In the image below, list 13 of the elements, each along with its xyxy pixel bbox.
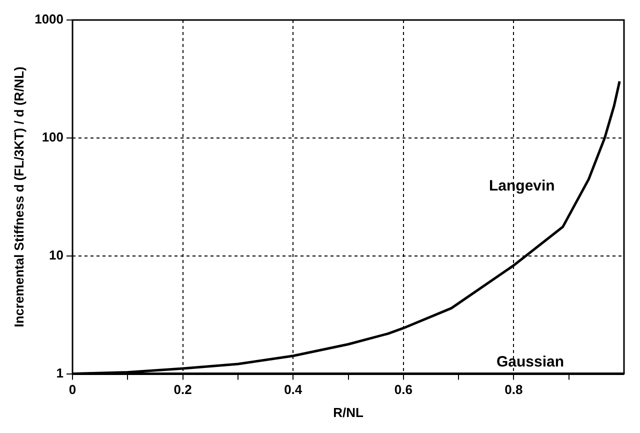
series-label: Gaussian (496, 353, 564, 370)
y-tick-label: 100 (42, 130, 64, 145)
y-tick-label: 1000 (34, 12, 64, 27)
y-tick-label: 10 (49, 247, 64, 262)
x-tick-label: 0.4 (284, 382, 303, 398)
x-tick-label: 0.8 (504, 382, 523, 398)
y-axis-title: Incremental Stiffness d (FL/3KT) / d (R/NL) (11, 66, 26, 328)
x-tick-label: 0 (68, 382, 76, 398)
x-axis-title: R/NL (333, 404, 364, 420)
y-tick-label: 1 (56, 365, 64, 380)
x-tick-label: 0.6 (394, 382, 412, 398)
x-tick-label: 0.2 (174, 382, 192, 398)
series-label: Langevin (488, 177, 555, 194)
